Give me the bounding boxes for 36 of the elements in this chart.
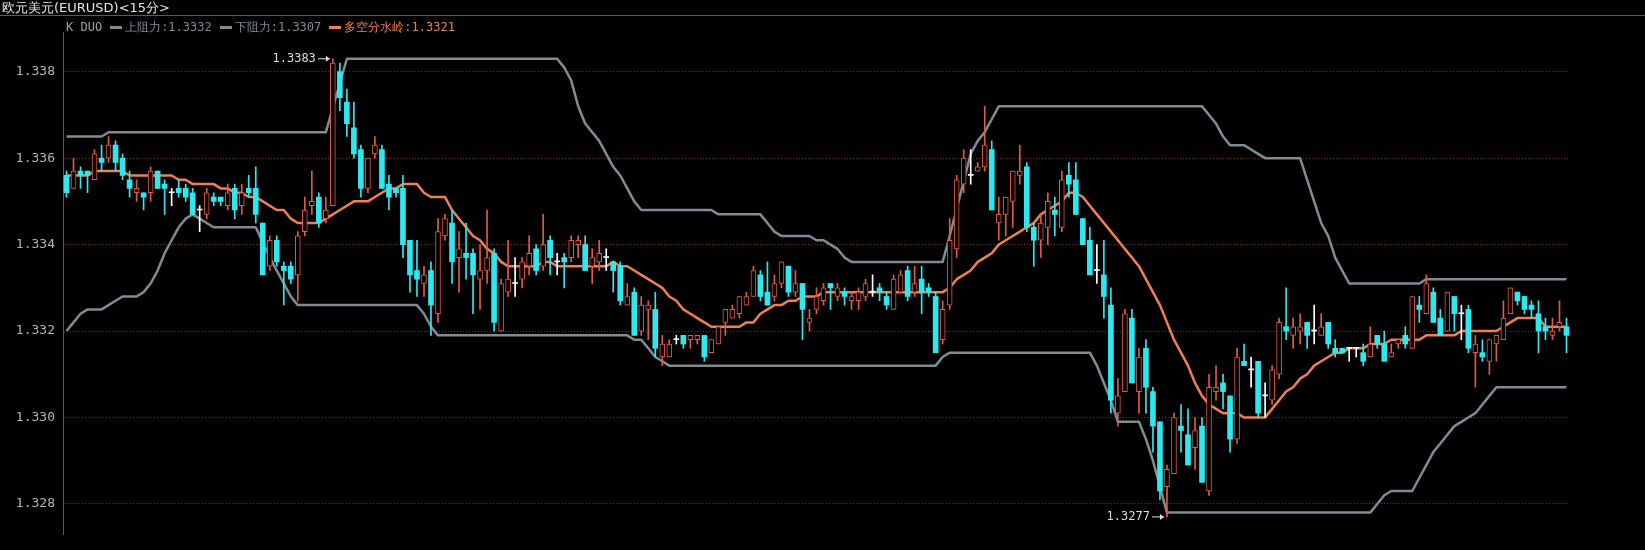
legend-label: 上阻力:1.3332 — [125, 20, 212, 34]
candlestick — [645, 300, 652, 341]
candlestick — [1241, 343, 1247, 366]
candlestick — [477, 244, 483, 310]
candlestick — [1178, 404, 1184, 453]
y-tick-label: 1.330 — [15, 408, 55, 424]
legend-label: 下阻力:1.3307 — [234, 20, 322, 34]
y-tick-label: 1.336 — [15, 149, 55, 165]
candlestick — [1297, 313, 1303, 345]
legend-title: K DUO — [66, 20, 103, 34]
candlestick — [1213, 365, 1219, 401]
candlestick — [1283, 287, 1289, 341]
candlestick — [1220, 373, 1226, 410]
candlestick — [512, 257, 518, 297]
y-tick-label: 1.328 — [15, 495, 55, 511]
candlestick — [309, 170, 315, 215]
y-tick-label: 1.338 — [15, 63, 55, 79]
candlestick — [575, 235, 582, 258]
annotation: 1.3383 — [272, 50, 316, 65]
candlestick — [456, 231, 462, 293]
legend-label: 多空分水岭:1.3321 — [344, 20, 455, 34]
candlestick — [561, 252, 567, 289]
candlestick — [995, 196, 1002, 241]
candlestick — [603, 248, 610, 271]
candlestick — [1016, 144, 1023, 185]
candlestick — [505, 239, 511, 297]
annotation: 1.3277 — [1106, 509, 1150, 524]
candlestick — [1094, 244, 1100, 284]
candlestick — [967, 149, 974, 185]
candlestick — [1416, 296, 1423, 323]
candlestick — [673, 335, 680, 345]
candlestick — [1051, 196, 1058, 237]
chart-title: 欧元美元(EURUSD)<15分> — [0, 0, 1645, 16]
y-tick-label: 1.334 — [15, 235, 56, 251]
y-tick-label: 1.332 — [15, 322, 55, 338]
candlestick — [484, 209, 490, 284]
